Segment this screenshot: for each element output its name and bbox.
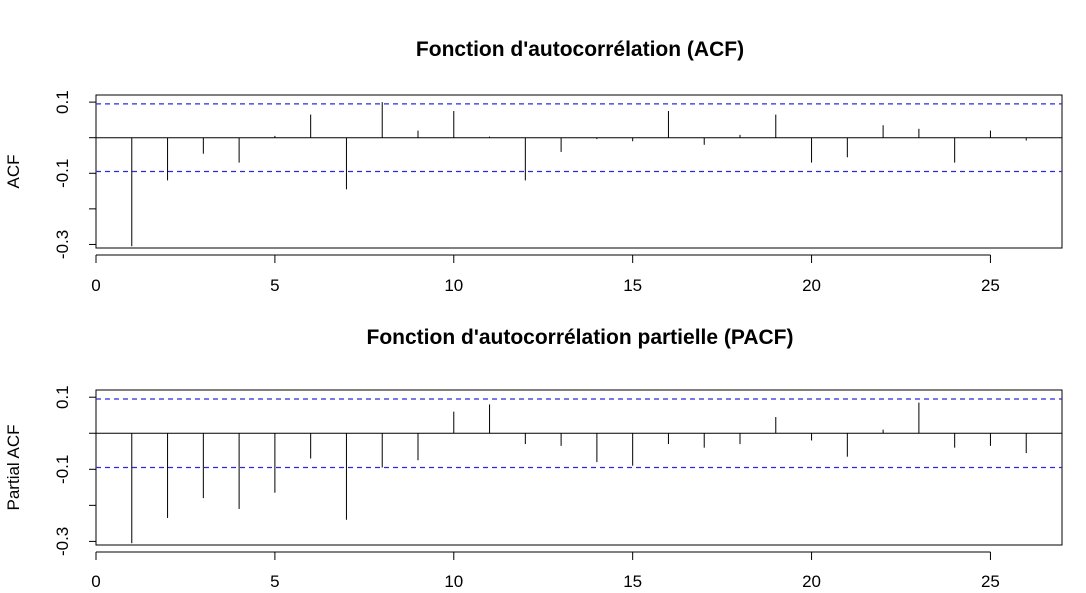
x-tick-label: 20 [802, 276, 821, 295]
x-tick-label: 15 [623, 572, 642, 591]
x-tick-label: 20 [802, 572, 821, 591]
x-tick-label: 10 [444, 276, 463, 295]
y-tick-label: -0.1 [53, 159, 72, 188]
x-tick-label: 0 [91, 572, 100, 591]
chart-title: Fonction d'autocorrélation partielle (PA… [367, 326, 794, 349]
chart-panel-2: Fonction d'autocorrélation partielle (PA… [4, 326, 1063, 591]
chart-title: Fonction d'autocorrélation (ACF) [416, 38, 744, 61]
x-tick-label: 15 [623, 276, 642, 295]
y-tick-label: 0.1 [53, 385, 72, 409]
x-tick-label: 25 [981, 276, 1000, 295]
y-axis-label: Partial ACF [4, 425, 23, 511]
y-tick-label: -0.1 [53, 455, 72, 484]
y-tick-label: -0.3 [53, 230, 72, 259]
y-tick-label: -0.3 [53, 527, 72, 556]
x-tick-label: 0 [91, 276, 100, 295]
x-tick-label: 5 [270, 276, 279, 295]
chart-panel-1: Fonction d'autocorrélation (ACF) ACF 0.1 -0… [4, 38, 1063, 295]
x-tick-label: 5 [270, 572, 279, 591]
y-tick-label: 0.1 [53, 90, 72, 114]
y-axis-label: ACF [4, 155, 23, 189]
x-tick-label: 10 [444, 572, 463, 591]
x-tick-label: 25 [981, 572, 1000, 591]
